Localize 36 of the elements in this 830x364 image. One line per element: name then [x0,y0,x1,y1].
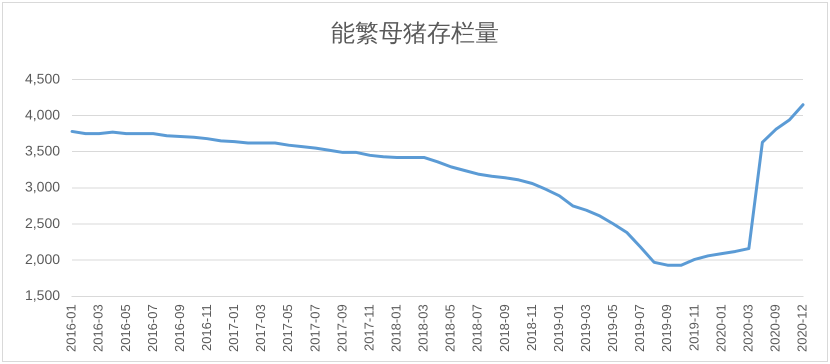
x-tick-label: 2016-01 [64,304,79,352]
x-tick-label: 2016-07 [144,304,160,352]
x-tick-label: 2020-01 [713,304,728,352]
x-tick-label: 2016-03 [90,304,106,352]
x-tick-label: 2017-03 [253,304,268,352]
x-tick-label: 2018-07 [470,304,485,352]
x-tick-label: 2018-09 [496,304,512,352]
y-tick-label: 3,500 [24,142,60,159]
x-tick-label: 2017-07 [307,304,322,352]
x-tick-label: 2017-09 [334,304,350,352]
x-tick-label: 2018-01 [388,304,404,352]
x-tick-label: 2019-05 [605,304,620,352]
x-tick-label: 2017-05 [280,304,296,352]
x-tick-label: 2017-01 [226,304,242,352]
chart-title: 能繁母猪存栏量 [330,18,500,49]
x-tick-label: 2019-09 [659,304,674,352]
y-tick-label: 2,000 [24,251,60,267]
x-tick-label: 2020-03 [740,304,756,352]
x-tick-label: 2019-03 [578,304,593,352]
y-tick-label: 3,000 [24,178,60,195]
x-tick-label: 2017-11 [361,304,376,352]
x-tick-label: 2018-03 [416,304,431,352]
x-tick-label: 2016-05 [118,304,133,352]
x-tick-label: 2016-09 [172,304,187,352]
x-tick-label: 2019-07 [632,304,648,352]
x-tick-label: 2019-01 [550,304,566,352]
x-tick-label: 2020-09 [768,304,783,352]
y-tick-label: 4,000 [24,106,60,122]
y-tick-label: 1,500 [24,287,60,304]
x-tick-label: 2019-11 [686,304,702,352]
x-tick-label: 2020-12 [794,304,810,352]
x-tick-label: 2018-05 [442,304,458,352]
y-tick-label: 4,500 [24,70,60,86]
y-tick-label: 2,500 [24,214,60,231]
x-tick-label: 2018-11 [524,304,539,352]
x-tick-label: 2016-11 [198,304,214,352]
